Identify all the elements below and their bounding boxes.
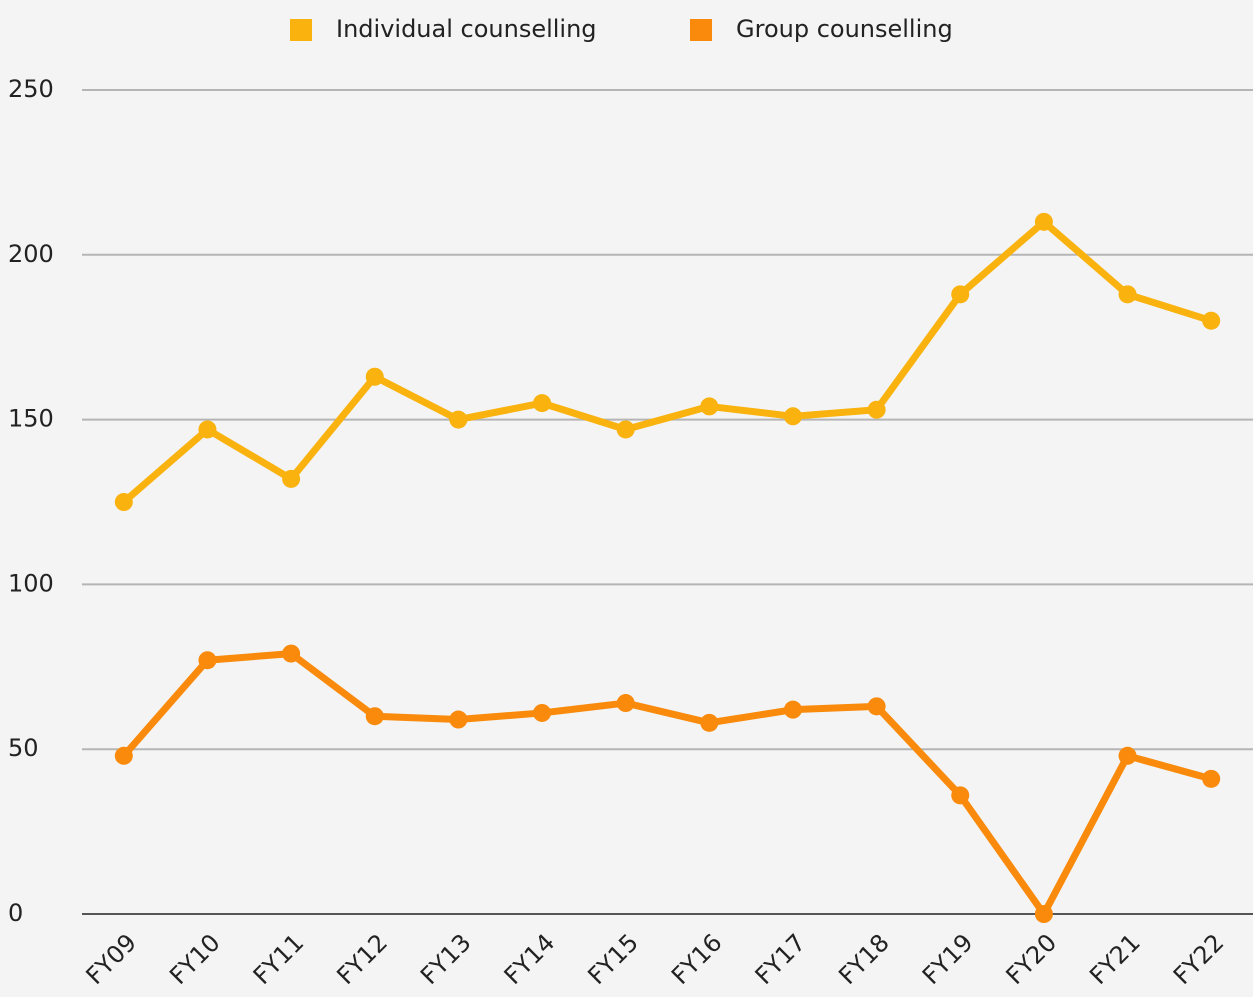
data-point (867, 400, 886, 419)
data-point (533, 394, 552, 413)
data-point (1118, 285, 1137, 304)
x-tick-label: FY12 (331, 928, 393, 990)
y-tick-label: 0 (8, 899, 23, 927)
y-tick-label: 150 (8, 405, 54, 433)
data-point (867, 697, 886, 716)
data-point (1034, 212, 1053, 231)
data-point (1202, 769, 1221, 788)
legend-label: Individual counselling (336, 15, 597, 43)
data-point (365, 367, 384, 386)
data-point (951, 786, 970, 805)
x-tick-label: FY11 (248, 928, 310, 990)
data-point (449, 410, 468, 429)
data-point (783, 407, 802, 426)
legend-swatch (290, 19, 312, 41)
data-point (114, 746, 133, 765)
data-point (700, 397, 719, 416)
data-point (449, 710, 468, 729)
y-tick-label: 50 (8, 734, 39, 762)
x-tick-label: FY16 (666, 928, 728, 990)
data-point (1034, 905, 1053, 923)
data-point (198, 420, 217, 439)
x-tick-label: FY17 (750, 928, 812, 990)
data-point (365, 707, 384, 726)
y-tick-label: 100 (8, 569, 54, 597)
series-line (121, 650, 1213, 918)
data-point (1202, 311, 1221, 330)
x-tick-label: FY13 (415, 928, 477, 990)
x-tick-label: FY20 (1001, 928, 1063, 990)
data-point (783, 700, 802, 719)
y-tick-label: 200 (8, 240, 54, 268)
x-tick-label: FY21 (1084, 928, 1146, 990)
data-point (951, 285, 970, 304)
data-point (282, 644, 301, 663)
data-point (114, 493, 133, 511)
data-point (282, 469, 301, 488)
x-tick-label: FY19 (917, 928, 979, 990)
legend-label: Group counselling (736, 15, 953, 43)
x-tick-label: FY15 (582, 928, 644, 990)
data-point (198, 651, 217, 670)
data-point (533, 703, 552, 722)
x-tick-label: FY14 (499, 928, 561, 990)
legend-swatch (690, 19, 712, 41)
data-point (616, 420, 635, 439)
data-point (616, 694, 635, 713)
y-tick-label: 250 (8, 75, 54, 103)
x-tick-label: FY10 (164, 928, 226, 990)
series-line (121, 218, 1213, 505)
x-tick-label: FY18 (833, 928, 895, 990)
data-point (700, 713, 719, 732)
x-tick-label: FY09 (81, 928, 143, 990)
data-point (1118, 746, 1137, 765)
x-tick-label: FY22 (1168, 928, 1230, 990)
